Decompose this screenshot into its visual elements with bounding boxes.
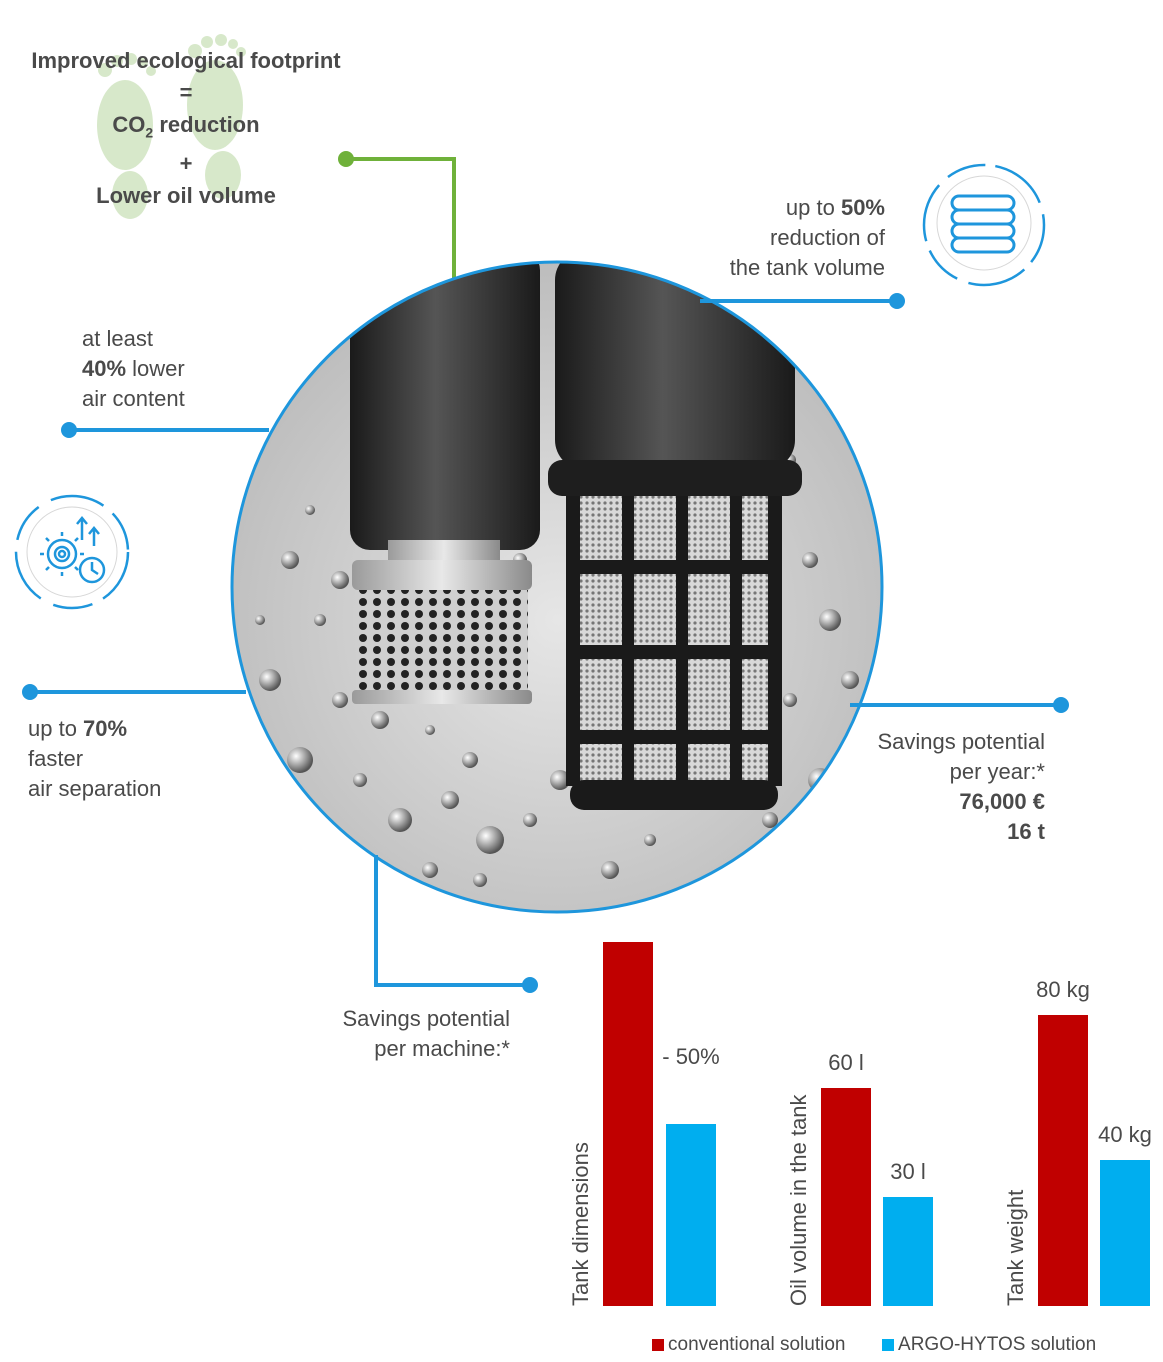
footprint-equals: = — [179, 80, 193, 105]
bar-argo-tank-weight — [1100, 1160, 1150, 1306]
air-content-line2: 40% lower — [82, 356, 185, 381]
air-content-connector — [69, 428, 269, 432]
savings-year-value1: 76,000 € — [959, 789, 1045, 814]
savings-machine-connector-v — [374, 855, 378, 987]
savings-year-callout: Savings potential per year:* 76,000 € 16… — [800, 727, 1045, 847]
chart-legend: conventional solution ARGO-HYTOS solutio… — [652, 1334, 1096, 1356]
air-separation-line3: air separation — [28, 776, 162, 801]
savings-year-value2: 16 t — [1007, 819, 1045, 844]
legend-label-argo: ARGO-HYTOS solution — [898, 1334, 1097, 1355]
tank-volume-line2: reduction of — [770, 225, 885, 250]
legend-label-conventional: conventional solution — [668, 1334, 846, 1355]
savings-machine-connector-h — [374, 983, 532, 987]
legend-swatch-conventional — [652, 1338, 664, 1351]
savings-machine-line1: Savings potential — [342, 1006, 510, 1031]
value-label-argo-oil-volume-in-the-tank: 30 l — [890, 1158, 926, 1184]
connector-line-green — [346, 157, 456, 161]
savings-year-line2: per year:* — [949, 759, 1045, 784]
tank-volume-line1: up to 50% — [785, 195, 885, 220]
savings-machine-callout: Savings potential per machine:* — [270, 1004, 510, 1064]
air-content-line3: air content — [82, 386, 185, 411]
air-separation-line2: faster — [28, 746, 84, 771]
bar-conventional-tank-dimensions — [603, 942, 653, 1306]
bar-conventional-oil-volume-in-the-tank — [821, 1087, 871, 1306]
savings-machine-line2: per machine:* — [374, 1036, 510, 1061]
connector-line-green-v — [452, 157, 456, 287]
category-label-tank-weight: Tank weight — [1003, 1189, 1028, 1306]
air-content-line1: at least — [82, 326, 153, 351]
footprint-icon — [97, 34, 246, 219]
bar-argo-oil-volume-in-the-tank — [883, 1196, 933, 1306]
air-separation-line1: up to 70% — [28, 716, 128, 741]
footprint-plus: + — [179, 151, 193, 177]
footprint-co2: CO2 reduction — [112, 112, 260, 141]
footprint-text: Improved ecological footprint = CO2 redu… — [0, 45, 372, 212]
coins-icon — [922, 163, 1046, 287]
tank-volume-dot — [889, 293, 905, 309]
tank-volume-connector — [700, 299, 895, 303]
value-label-conventional-tank-weight: 80 kg — [1036, 976, 1090, 1002]
bar-argo-tank-dimensions — [666, 1124, 716, 1306]
footprint-title: Improved ecological footprint — [31, 48, 341, 73]
savings-year-connector — [850, 703, 1060, 707]
category-label-tank-dimensions: Tank dimensions — [568, 1142, 593, 1306]
footprint-oil: Lower oil volume — [96, 183, 276, 209]
value-label-argo-tank-weight: 40 kg — [1098, 1122, 1152, 1148]
filter-illustration — [230, 260, 884, 914]
legend-swatch-argo — [882, 1338, 895, 1351]
gears-clock-icon — [14, 494, 130, 610]
savings-machine-dot — [522, 977, 538, 993]
tank-volume-callout: up to 50% reduction of the tank volume — [640, 193, 885, 283]
bar-conventional-tank-weight — [1038, 1014, 1088, 1306]
tank-volume-line3: the tank volume — [729, 255, 885, 280]
category-label-oil-volume-in-the-tank: Oil volume in the tank — [786, 1094, 811, 1306]
savings-year-line1: Savings potential — [877, 729, 1045, 754]
air-content-callout: at least 40% lower air content — [82, 324, 302, 414]
air-separation-connector — [30, 690, 246, 694]
value-label-argo-tank-dimensions: - 50% — [662, 1044, 720, 1069]
value-label-conventional-oil-volume-in-the-tank: 60 l — [828, 1049, 864, 1075]
savings-year-dot — [1053, 697, 1069, 713]
air-separation-callout: up to 70% faster air separation — [28, 714, 248, 804]
